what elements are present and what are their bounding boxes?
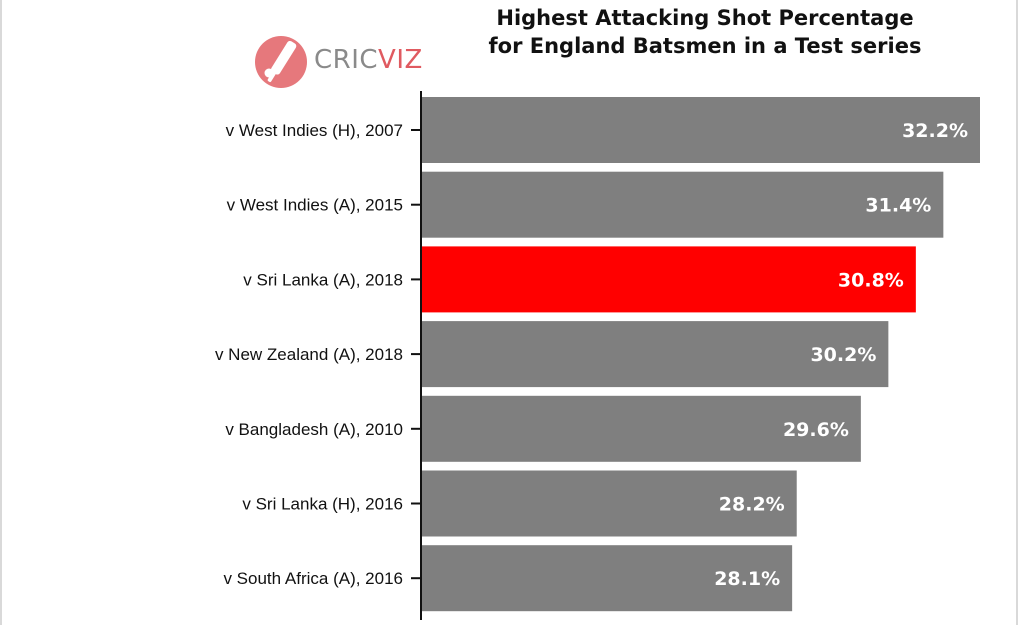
bar-value-label-7: 28.1% — [714, 568, 780, 590]
bar-7 — [421, 545, 793, 612]
bar-3 — [421, 246, 916, 313]
y-tick-label-1: v West Indies (H), 2007 — [226, 121, 403, 140]
frame-left-rule — [0, 0, 2, 625]
bar-1 — [421, 97, 980, 163]
frame-right-rule — [1016, 0, 1018, 625]
logo-text-viz: VIZ — [378, 45, 423, 75]
chart-title-line-2: for England Batsmen in a Test series — [488, 34, 922, 58]
cricviz-logo: CRICVIZ — [254, 35, 422, 89]
bar-2 — [421, 171, 944, 238]
y-tick-label-5: v Bangladesh (A), 2010 — [225, 420, 403, 439]
y-tick-label-6: v Sri Lanka (H), 2016 — [242, 495, 403, 514]
bar-5 — [421, 395, 861, 462]
bar-value-label-6: 28.2% — [719, 494, 785, 516]
y-tick-label-4: v New Zealand (A), 2018 — [215, 345, 403, 364]
bar-value-label-1: 32.2% — [902, 120, 968, 142]
y-tick-label-2: v West Indies (A), 2015 — [227, 196, 403, 215]
bar-value-label-3: 30.8% — [838, 269, 904, 291]
logo-text-cric: CRIC — [314, 45, 379, 75]
chart-title-line-1: Highest Attacking Shot Percentage — [496, 6, 914, 30]
bar-value-label-2: 31.4% — [865, 195, 931, 217]
bar-4 — [421, 321, 889, 388]
logo-text: CRICVIZ — [314, 45, 423, 75]
chart-title: Highest Attacking Shot Percentage for En… — [425, 4, 985, 60]
bar-value-label-5: 29.6% — [783, 419, 849, 441]
cricket-bat-ball-icon — [255, 36, 307, 88]
y-tick-label-3: v Sri Lanka (A), 2018 — [243, 270, 403, 289]
bar-6 — [421, 470, 797, 537]
bar-value-label-4: 30.2% — [810, 344, 876, 366]
y-tick-label-7: v South Africa (A), 2016 — [223, 569, 403, 588]
